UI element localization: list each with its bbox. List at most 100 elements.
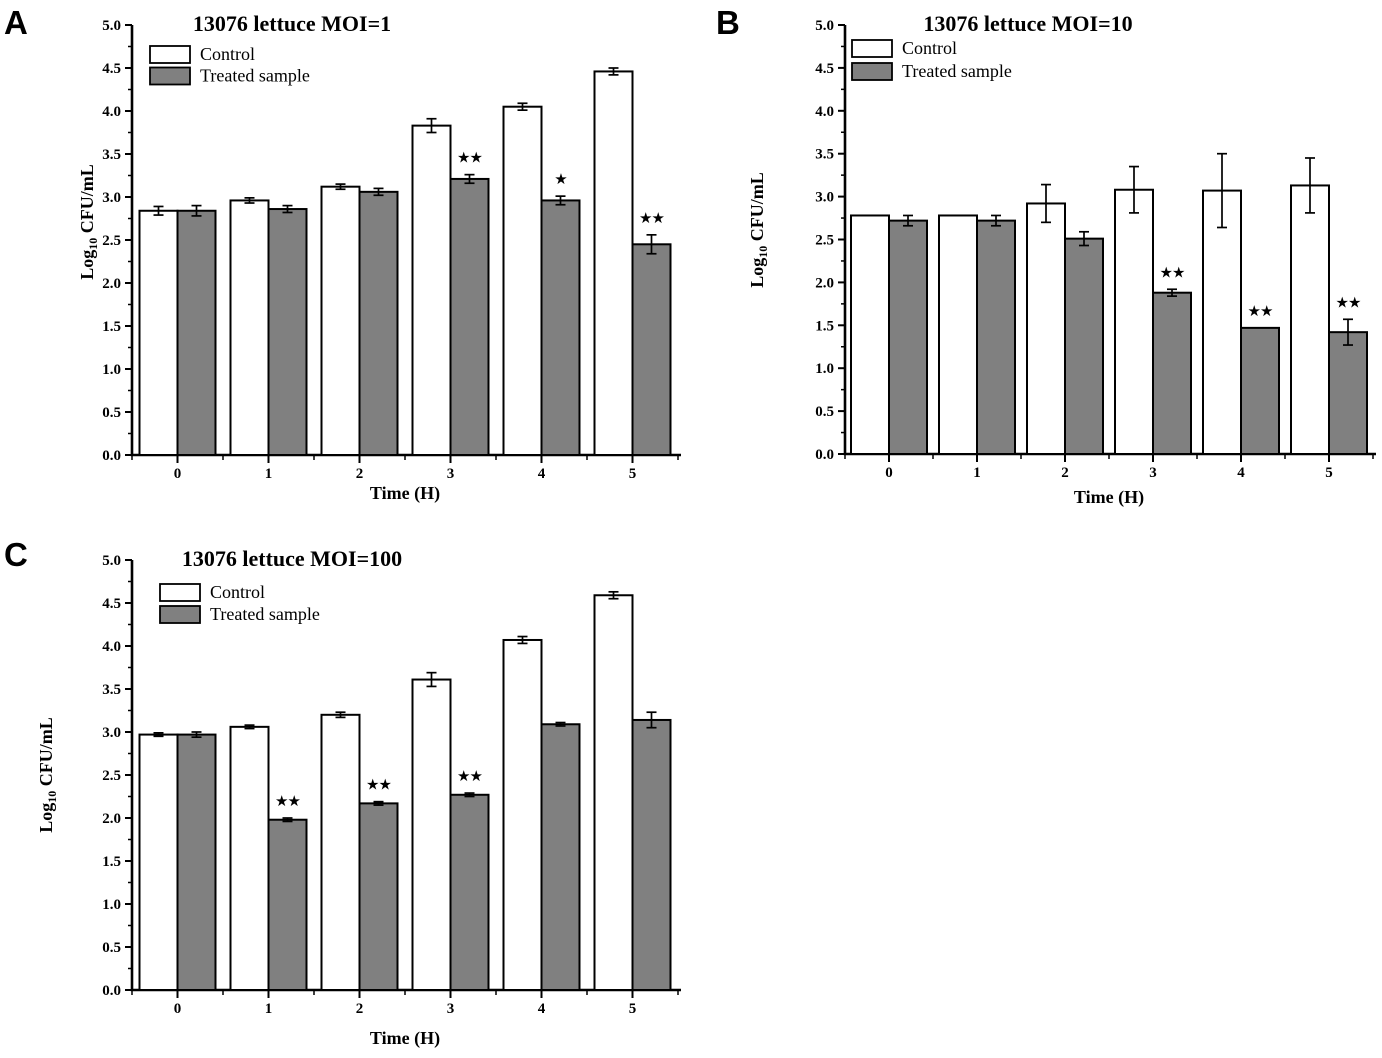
bar-control-B-4	[1202, 189, 1242, 455]
y-tick-label: 1.5	[102, 319, 121, 335]
significance-marker-B-3: ★★	[1160, 265, 1185, 281]
y-axis-label-B: Log10 CFU/mL	[747, 172, 770, 288]
legend-label-control-C: Control	[210, 582, 265, 602]
y-tick-label: 1.5	[815, 318, 834, 334]
bar-control-B-0	[850, 214, 890, 455]
y-tick-label: 2.5	[102, 233, 121, 249]
y-tick-label: 4.0	[102, 639, 121, 655]
bar-treated-A-2	[358, 190, 399, 456]
bar-control-C-4	[502, 638, 543, 991]
bar-treated-B-4	[1240, 326, 1280, 455]
bar-treated-C-3	[449, 793, 490, 992]
y-tick-label: 4.0	[102, 104, 121, 120]
x-axis-label-A: Time (H)	[370, 483, 440, 504]
y-tick-label: 1.0	[102, 362, 121, 378]
y-tick-label: 0.0	[102, 448, 121, 464]
bar-control-B-3	[1114, 188, 1154, 455]
x-tick-label: 3	[447, 466, 455, 482]
panel-letter-b: B	[716, 4, 740, 41]
y-tick-label: 3.5	[102, 682, 121, 698]
x-tick-label: 1	[265, 466, 273, 482]
significance-marker-C-2: ★★	[366, 778, 391, 794]
y-tick-label: 3.5	[815, 147, 834, 163]
x-tick-label: 5	[1325, 465, 1333, 481]
legend-label-treated-B: Treated sample	[902, 61, 1012, 81]
x-tick-label: 0	[174, 466, 182, 482]
y-tick-label: 3.0	[102, 725, 121, 741]
x-tick-label: 5	[629, 1001, 637, 1017]
legend-swatch-control-B	[851, 39, 893, 58]
bar-treated-C-4	[540, 723, 581, 991]
y-tick-label: 4.5	[815, 61, 834, 77]
y-tick-label: 3.5	[102, 147, 121, 163]
bar-control-A-4	[502, 105, 543, 456]
chart-title-A: 13076 lettuce MOI=1	[193, 11, 391, 36]
bar-treated-C-0	[176, 733, 217, 992]
y-tick-label: 4.0	[815, 104, 834, 120]
chart-title-B: 13076 lettuce MOI=10	[923, 11, 1132, 36]
bar-control-A-3	[411, 124, 452, 457]
x-tick-label: 2	[356, 466, 364, 482]
bar-treated-A-0	[176, 209, 217, 456]
x-tick-label: 2	[1061, 465, 1069, 481]
legend-swatch-treated-B	[851, 62, 893, 81]
significance-marker-A-5: ★★	[639, 211, 664, 227]
y-tick-label: 0.0	[815, 447, 834, 463]
panel-letter-a: A	[4, 4, 28, 41]
significance-marker-A-4: ★	[554, 172, 567, 188]
y-axis-label-C: Log10 CFU/mL	[36, 717, 59, 833]
x-tick-label: 0	[174, 1001, 182, 1017]
y-tick-label: 3.0	[815, 190, 834, 206]
x-tick-label: 0	[885, 465, 893, 481]
bar-treated-A-1	[267, 208, 308, 456]
bar-control-C-2	[320, 713, 361, 991]
x-tick-label: 5	[629, 466, 637, 482]
bar-control-B-5	[1290, 184, 1330, 455]
legend-swatch-treated-A	[149, 66, 191, 86]
legend-label-treated-C: Treated sample	[210, 604, 320, 624]
bar-treated-A-4	[540, 199, 581, 456]
y-tick-label: 4.5	[102, 61, 121, 77]
x-tick-label: 1	[973, 465, 981, 481]
y-tick-label: 2.0	[815, 275, 834, 291]
legend-swatch-treated-C	[159, 605, 201, 624]
y-tick-label: 2.0	[102, 811, 121, 827]
bar-treated-C-1	[267, 818, 308, 991]
x-tick-label: 2	[356, 1001, 364, 1017]
significance-marker-C-1: ★★	[275, 794, 300, 810]
y-tick-label: 0.5	[102, 405, 121, 421]
significance-marker-C-3: ★★	[457, 769, 482, 785]
bar-treated-A-3	[449, 177, 490, 456]
x-axis-label-B: Time (H)	[1074, 487, 1144, 508]
y-tick-label: 5.0	[102, 553, 121, 569]
bar-treated-B-1	[976, 219, 1016, 455]
bar-control-A-1	[229, 199, 270, 456]
x-tick-label: 3	[447, 1001, 455, 1017]
y-axis-label-A: Log10 CFU/mL	[77, 164, 100, 280]
bar-control-C-1	[229, 725, 270, 992]
bar-control-C-3	[411, 678, 452, 991]
y-tick-label: 5.0	[102, 18, 121, 34]
y-tick-label: 1.0	[102, 897, 121, 913]
x-tick-label: 4	[538, 466, 546, 482]
y-tick-label: 5.0	[815, 18, 834, 34]
significance-marker-B-4: ★★	[1248, 304, 1273, 320]
x-tick-label: 4	[1237, 465, 1245, 481]
bar-treated-C-2	[358, 802, 399, 991]
bar-treated-C-5	[631, 718, 672, 992]
bar-treated-B-0	[888, 219, 928, 455]
x-tick-label: 4	[538, 1001, 546, 1017]
bar-treated-A-5	[631, 243, 672, 456]
legend-label-treated-A: Treated sample	[200, 66, 310, 86]
significance-marker-A-3: ★★	[457, 151, 482, 167]
bar-treated-B-5	[1328, 331, 1368, 455]
bar-treated-B-2	[1064, 237, 1104, 455]
x-tick-label: 1	[265, 1001, 273, 1017]
bar-control-B-2	[1026, 202, 1066, 455]
x-tick-label: 3	[1149, 465, 1157, 481]
y-tick-label: 2.0	[102, 276, 121, 292]
bar-control-A-0	[138, 209, 179, 456]
y-tick-label: 1.5	[102, 854, 121, 870]
bar-control-B-1	[938, 214, 978, 455]
